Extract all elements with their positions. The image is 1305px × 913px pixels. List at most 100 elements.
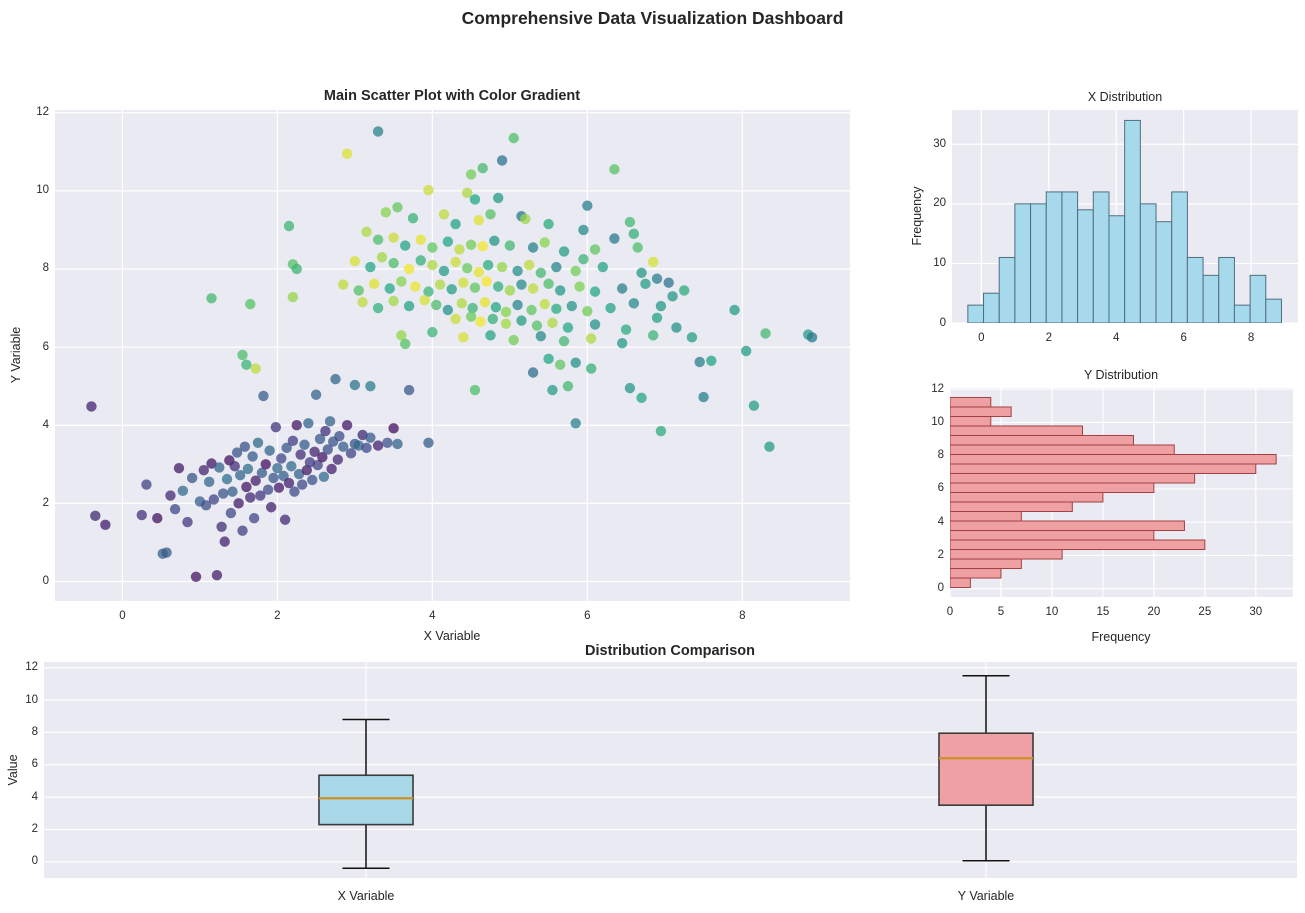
scatter-point bbox=[272, 462, 283, 474]
y-histogram-bar bbox=[950, 530, 1155, 541]
scatter-point bbox=[216, 521, 227, 532]
y-histogram-bar bbox=[950, 568, 1002, 579]
scatter-point bbox=[403, 263, 415, 275]
y-histogram-y-tick: 4 bbox=[937, 515, 944, 528]
scatter-point bbox=[273, 482, 285, 493]
box-plot-y-tick: 12 bbox=[25, 661, 38, 674]
scatter-point bbox=[349, 379, 361, 391]
scatter-point bbox=[376, 252, 388, 263]
scatter-point bbox=[186, 472, 198, 484]
y-histogram-bar bbox=[950, 415, 992, 427]
scatter-point bbox=[388, 295, 399, 307]
scatter-point bbox=[551, 303, 562, 315]
box-plot-y-tick: 4 bbox=[31, 790, 38, 803]
x-histogram-bar bbox=[1092, 191, 1110, 323]
scatter-point bbox=[585, 363, 597, 374]
scatter-point bbox=[396, 276, 407, 287]
scatter-point bbox=[392, 202, 403, 213]
scatter-point bbox=[299, 439, 310, 450]
scatter-point bbox=[605, 302, 616, 314]
y-histogram-y-tick: 12 bbox=[931, 382, 944, 395]
scatter-point bbox=[473, 214, 485, 226]
y-histogram-x-tick: 5 bbox=[997, 606, 1005, 618]
scatter-point bbox=[535, 330, 547, 342]
scatter-point bbox=[462, 187, 473, 199]
scatter-point bbox=[651, 273, 663, 284]
scatter-y-tick: 8 bbox=[42, 262, 49, 275]
scatter-point bbox=[161, 547, 172, 558]
scatter-point bbox=[547, 317, 558, 329]
scatter-point bbox=[231, 447, 243, 458]
scatter-point bbox=[740, 345, 752, 357]
scatter-point bbox=[361, 442, 372, 454]
scatter-point bbox=[206, 458, 217, 469]
scatter-point bbox=[543, 353, 554, 365]
y-histogram-y-tick: 8 bbox=[937, 449, 944, 462]
scatter-point bbox=[651, 312, 663, 324]
scatter-point bbox=[287, 435, 299, 447]
box-category-label: Y Variable bbox=[957, 889, 1015, 903]
scatter-point bbox=[365, 432, 376, 443]
x-histogram-bar bbox=[1014, 203, 1032, 323]
scatter-y-tick: 2 bbox=[42, 496, 49, 509]
scatter-point bbox=[589, 244, 601, 255]
scatter-point bbox=[345, 448, 357, 459]
scatter-point bbox=[241, 481, 252, 493]
x-histogram-bar bbox=[1108, 215, 1126, 323]
scatter-point bbox=[496, 155, 508, 166]
y-histogram-area bbox=[950, 388, 1293, 597]
scatter-point bbox=[469, 282, 481, 293]
scatter-point bbox=[431, 299, 442, 311]
scatter-point bbox=[279, 514, 291, 525]
scatter-point bbox=[487, 313, 498, 325]
box-plot-y-tick: 8 bbox=[31, 725, 38, 738]
scatter-point bbox=[291, 263, 302, 275]
scatter-point bbox=[407, 212, 419, 224]
scatter-point bbox=[527, 367, 539, 378]
scatter-point bbox=[330, 373, 341, 385]
scatter-point bbox=[403, 300, 415, 312]
scatter-point bbox=[165, 490, 176, 501]
scatter-point bbox=[748, 400, 760, 411]
y-distribution-title: Y Distribution bbox=[1083, 368, 1159, 382]
scatter-point bbox=[200, 500, 212, 511]
scatter-point bbox=[203, 476, 215, 488]
y-histogram-x-axis-label: Frequency bbox=[1091, 630, 1151, 644]
scatter-point bbox=[372, 234, 384, 245]
scatter-point bbox=[324, 416, 336, 427]
scatter-point bbox=[286, 461, 297, 472]
y-histogram-x-tick: 15 bbox=[1096, 606, 1110, 618]
y-histogram-bar bbox=[950, 539, 1206, 551]
scatter-point bbox=[303, 418, 314, 429]
scatter-point bbox=[326, 463, 337, 475]
scatter-point bbox=[338, 441, 349, 452]
x-histogram-bar bbox=[1030, 203, 1047, 323]
scatter-point bbox=[551, 261, 562, 273]
scatter-point bbox=[526, 304, 537, 316]
y-histogram-y-tick: 10 bbox=[931, 415, 944, 428]
scatter-point bbox=[217, 488, 229, 499]
scatter-point bbox=[578, 224, 589, 236]
scatter-point bbox=[372, 126, 384, 137]
scatter-point bbox=[462, 262, 473, 274]
y-histogram-canvas bbox=[950, 388, 1293, 597]
scatter-y-tick: 6 bbox=[42, 340, 49, 353]
scatter-point bbox=[221, 473, 233, 485]
scatter-point bbox=[516, 315, 527, 326]
scatter-point bbox=[427, 242, 438, 253]
y-histogram-bar bbox=[950, 492, 1104, 503]
scatter-point bbox=[262, 484, 274, 495]
scatter-point bbox=[473, 266, 485, 278]
scatter-point bbox=[256, 467, 268, 479]
scatter-point bbox=[396, 330, 407, 341]
scatter-point bbox=[632, 242, 643, 253]
scatter-point bbox=[349, 255, 361, 267]
scatter-point bbox=[268, 472, 279, 484]
scatter-point bbox=[270, 421, 282, 433]
scatter-point bbox=[317, 452, 328, 463]
scatter-point bbox=[309, 446, 320, 457]
scatter-point bbox=[320, 425, 331, 437]
scatter-point bbox=[465, 239, 477, 250]
x-histogram-x-tick: 0 bbox=[978, 332, 985, 344]
x-histogram-bar bbox=[1155, 221, 1173, 323]
